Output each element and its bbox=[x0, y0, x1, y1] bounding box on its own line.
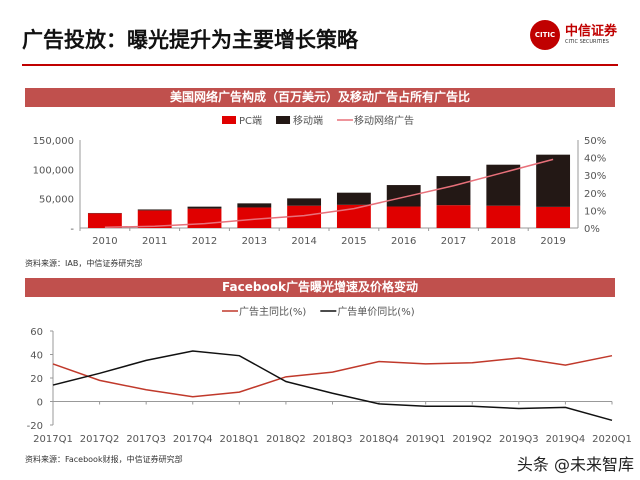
citic-logo: CITIC 中信证券 CITIC SECURITIES bbox=[530, 20, 617, 50]
legend-label: PC端 bbox=[239, 114, 262, 127]
x-tick-label: 2019Q2 bbox=[452, 434, 492, 445]
bar-PC端 bbox=[137, 210, 172, 228]
line-广告主同比(%) bbox=[52, 354, 613, 398]
x-tick-label: 2017Q4 bbox=[173, 434, 213, 445]
bar-PC端 bbox=[386, 206, 421, 228]
y2-tick-label: 10% bbox=[584, 206, 606, 217]
y-tick-label: -20 bbox=[27, 421, 43, 432]
x-tick-label: 2019Q4 bbox=[546, 434, 586, 445]
x-tick-label: 2018Q3 bbox=[313, 434, 353, 445]
chart2-source: 资料来源：Facebook财报，中信证券研究部 bbox=[25, 455, 183, 464]
bar-移动端 bbox=[486, 164, 521, 206]
x-tick-label: 2019 bbox=[540, 236, 565, 247]
x-tick-label: 2012 bbox=[192, 236, 217, 247]
bar-移动端 bbox=[336, 192, 371, 205]
bar-移动端 bbox=[536, 154, 571, 207]
line-广告单价同比(%) bbox=[52, 350, 613, 422]
x-tick-label: 2017Q2 bbox=[80, 434, 120, 445]
legend-label: 广告单价同比(%) bbox=[337, 305, 414, 318]
citic-logo-mark: CITIC bbox=[530, 20, 560, 50]
y-tick-label: 0 bbox=[37, 398, 43, 409]
x-tick-label: 2018 bbox=[491, 236, 516, 247]
x-tick-label: 2019Q3 bbox=[499, 434, 539, 445]
bar-移动端 bbox=[386, 185, 421, 207]
bar-移动端 bbox=[287, 198, 322, 206]
bar-PC端 bbox=[536, 206, 571, 228]
logo-cn: 中信证券 bbox=[565, 24, 618, 39]
legend-label: 移动端 bbox=[293, 114, 323, 127]
x-tick-label: 2018Q1 bbox=[219, 434, 259, 445]
y2-tick-label: 30% bbox=[584, 171, 606, 182]
bar-PC端 bbox=[436, 205, 471, 228]
x-tick-label: 2019Q1 bbox=[406, 434, 446, 445]
y-tick-label: 60 bbox=[30, 327, 43, 338]
x-tick-label: 2017Q3 bbox=[126, 434, 166, 445]
y-tick-label: - bbox=[70, 224, 74, 235]
y-tick-label: 40 bbox=[30, 351, 43, 362]
chart1-title: 美国网络广告构成（百万美元）及移动广告占所有广告比 bbox=[25, 88, 615, 107]
y2-tick-label: 40% bbox=[584, 154, 606, 165]
logo-en: CITIC SECURITIES bbox=[565, 39, 609, 45]
x-tick-label: 2018Q4 bbox=[359, 434, 399, 445]
x-tick-label: 2017Q1 bbox=[33, 434, 73, 445]
legend-label: 移动网络广告 bbox=[354, 114, 414, 127]
x-tick-label: 2017 bbox=[441, 236, 466, 247]
bar-PC端 bbox=[187, 208, 222, 228]
bar-PC端 bbox=[237, 207, 272, 228]
y-tick-label: 20 bbox=[30, 374, 43, 385]
legend-label: 广告主同比(%) bbox=[239, 305, 306, 318]
bar-PC端 bbox=[486, 205, 521, 228]
bar-移动端 bbox=[187, 206, 222, 209]
chart1-svg: PC端 移动端 移动网络广告 - 50,000 100,000 150,000 0% 10% 20… bbox=[33, 114, 607, 247]
x-tick-label: 2015 bbox=[341, 236, 366, 247]
page-title: 广告投放：曝光提升为主要增长策略 bbox=[22, 28, 358, 52]
y-tick-label: 100,000 bbox=[33, 165, 74, 176]
legend-swatch bbox=[276, 116, 291, 124]
x-tick-label: 2011 bbox=[142, 236, 167, 247]
x-tick-label: 2013 bbox=[242, 236, 267, 247]
bar-PC端 bbox=[87, 213, 122, 228]
bar-PC端 bbox=[336, 204, 371, 228]
x-tick-label: 2014 bbox=[291, 236, 316, 247]
y2-tick-label: 20% bbox=[584, 189, 606, 200]
x-tick-label: 2018Q2 bbox=[266, 434, 306, 445]
chart1-source: 资料来源：IAB，中信证券研究部 bbox=[25, 259, 143, 268]
bar-移动端 bbox=[237, 203, 272, 208]
x-tick-label: 2010 bbox=[92, 236, 117, 247]
bar-PC端 bbox=[287, 205, 322, 228]
bar-移动端 bbox=[137, 209, 172, 211]
chart2-svg: 广告主同比(%) 广告单价同比(%) -20 0 20 40 60 2017Q1 2017Q2 2… bbox=[27, 305, 632, 445]
legend-swatch bbox=[222, 116, 236, 124]
x-tick-label: 2016 bbox=[391, 236, 416, 247]
title-divider bbox=[22, 64, 618, 66]
x-tick-label: 2020Q1 bbox=[592, 434, 632, 445]
chart2-title: Facebook广告曝光增速及价格变动 bbox=[25, 278, 615, 297]
line-移动网络广告 bbox=[104, 158, 554, 229]
y-tick-label: 150,000 bbox=[33, 136, 74, 147]
y-tick-label: 50,000 bbox=[39, 195, 74, 206]
y2-tick-label: 0% bbox=[584, 224, 600, 235]
bar-移动端 bbox=[436, 176, 471, 206]
watermark: 头条 @未来智库 bbox=[516, 455, 634, 474]
y2-tick-label: 50% bbox=[584, 136, 606, 147]
